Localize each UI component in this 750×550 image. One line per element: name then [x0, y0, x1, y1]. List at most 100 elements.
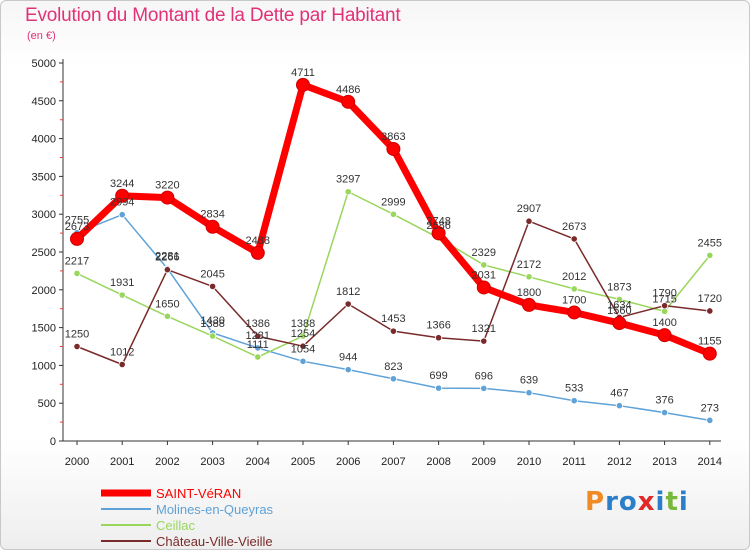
data-label: 1321 — [472, 323, 496, 335]
proxiti-logo: Proxiti — [585, 487, 689, 517]
data-point — [525, 389, 533, 397]
data-label: 1054 — [291, 343, 315, 355]
data-point — [296, 77, 310, 92]
y-tick-label: 1500 — [32, 323, 56, 335]
data-label: 823 — [384, 361, 402, 373]
logo-letter: P — [585, 487, 606, 517]
x-tick-label: 2011 — [562, 456, 586, 468]
data-label: 3297 — [336, 174, 360, 186]
data-label: 467 — [610, 388, 628, 400]
x-tick-label: 2009 — [472, 456, 496, 468]
data-label: 639 — [520, 375, 538, 387]
data-point — [660, 408, 669, 417]
data-point — [657, 328, 672, 343]
x-tick-label: 2010 — [517, 456, 541, 468]
y-tick-label: 3500 — [32, 171, 56, 183]
data-label: 1790 — [652, 288, 676, 300]
data-point — [434, 384, 443, 392]
data-label: 696 — [475, 370, 493, 382]
y-tick-label: 500 — [38, 398, 56, 410]
legend-label: Château-Ville-Vieille — [156, 534, 273, 549]
data-point — [434, 334, 443, 342]
y-tick-label: 1000 — [32, 360, 56, 372]
x-tick-label: 2003 — [200, 456, 224, 468]
y-tick-label: 4000 — [32, 134, 56, 146]
legend-label: Ceillac — [156, 518, 196, 533]
y-tick-label: 5000 — [32, 58, 56, 70]
data-point — [615, 295, 624, 304]
x-tick-label: 2000 — [65, 456, 89, 468]
logo-letter: i — [655, 487, 666, 517]
data-label: 1231 — [246, 330, 270, 342]
data-label: 2673 — [562, 221, 586, 233]
x-tick-label: 2008 — [426, 456, 450, 468]
data-point — [254, 344, 262, 352]
data-point — [567, 305, 582, 320]
data-point — [431, 226, 446, 241]
data-point — [299, 332, 307, 340]
legend-label: Molines-en-Queyras — [156, 502, 274, 517]
data-label: 2172 — [517, 259, 541, 271]
chart-title: Evolution du Montant de la Dette par Hab… — [25, 5, 401, 26]
data-label: 1453 — [381, 313, 405, 325]
data-point — [118, 211, 126, 219]
data-label: 2217 — [65, 255, 89, 267]
data-label: 2455 — [698, 237, 722, 249]
data-point — [163, 312, 171, 320]
data-label: 1634 — [607, 299, 631, 311]
data-label: 3244 — [110, 178, 134, 190]
data-label: 2994 — [110, 197, 134, 209]
data-label: 2673 — [65, 221, 89, 233]
y-tick-label: 4500 — [32, 96, 56, 108]
data-point — [73, 342, 81, 351]
x-tick-label: 2001 — [110, 456, 134, 468]
x-tick-label: 2006 — [336, 456, 360, 468]
data-point — [480, 337, 488, 345]
data-point — [118, 291, 126, 299]
data-point — [615, 402, 624, 410]
data-point — [612, 316, 627, 331]
data-label: 2999 — [381, 196, 405, 208]
x-tick-label: 2012 — [607, 456, 631, 468]
x-tick-label: 2014 — [698, 456, 722, 468]
data-label: 2329 — [472, 247, 496, 259]
data-point — [209, 282, 217, 290]
data-point — [570, 235, 578, 243]
data-label: 4711 — [291, 67, 315, 79]
x-tick-label: 2004 — [246, 456, 270, 468]
y-tick-label: 3000 — [32, 209, 56, 221]
data-point — [525, 273, 533, 281]
y-tick-label: 2500 — [32, 247, 56, 259]
data-label: 2266 — [155, 252, 179, 264]
data-point — [118, 360, 126, 369]
logo-letter: o — [618, 487, 638, 517]
data-label: 1720 — [698, 293, 722, 305]
data-label: 1388 — [291, 318, 315, 330]
logo-letter: t — [665, 487, 679, 517]
data-label: 1366 — [426, 320, 450, 332]
data-label: 1400 — [652, 317, 676, 329]
data-label: 3863 — [381, 131, 405, 143]
data-label: 1111 — [247, 339, 269, 351]
x-tick-label: 2005 — [291, 456, 315, 468]
data-label: 1873 — [607, 281, 631, 293]
data-point — [209, 332, 217, 340]
data-label: 944 — [339, 352, 357, 364]
data-point — [344, 300, 352, 308]
data-label: 1800 — [517, 287, 541, 299]
x-tick-label: 2013 — [652, 456, 676, 468]
data-label: 273 — [701, 402, 719, 414]
data-label: 2686 — [426, 220, 450, 232]
y-tick-label: 2000 — [32, 285, 56, 297]
data-label: 533 — [565, 383, 583, 395]
data-label: 2755 — [65, 215, 89, 227]
data-point — [525, 217, 533, 225]
data-label: 1700 — [562, 294, 586, 306]
data-point — [73, 269, 81, 277]
logo-letter: i — [678, 487, 689, 517]
data-point — [299, 357, 307, 365]
data-label: 2834 — [200, 209, 224, 221]
data-point — [480, 384, 488, 392]
data-point — [344, 188, 352, 196]
